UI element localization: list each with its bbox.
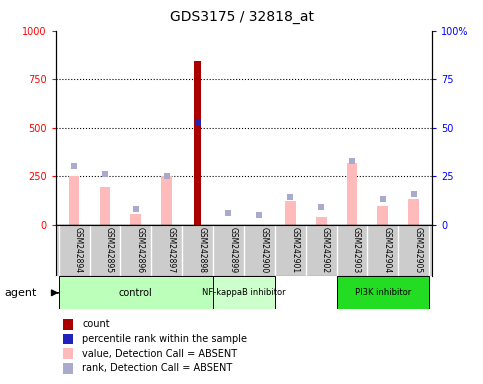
Text: agent: agent <box>5 288 37 298</box>
Bar <box>408 199 419 225</box>
Text: GSM242900: GSM242900 <box>259 227 269 273</box>
Text: GSM242895: GSM242895 <box>105 227 114 273</box>
Text: GDS3175 / 32818_at: GDS3175 / 32818_at <box>170 10 313 23</box>
Text: GSM242897: GSM242897 <box>167 227 176 273</box>
Bar <box>99 187 110 225</box>
Text: percentile rank within the sample: percentile rank within the sample <box>82 334 247 344</box>
Text: GSM242901: GSM242901 <box>290 227 299 273</box>
Bar <box>337 276 429 309</box>
Text: GSM242898: GSM242898 <box>198 227 207 273</box>
Text: rank, Detection Call = ABSENT: rank, Detection Call = ABSENT <box>82 363 232 373</box>
Bar <box>130 214 141 225</box>
Text: GSM242903: GSM242903 <box>352 227 361 273</box>
Text: PI3K inhibitor: PI3K inhibitor <box>355 288 411 297</box>
Text: GSM242896: GSM242896 <box>136 227 145 273</box>
Bar <box>194 61 201 225</box>
Bar <box>161 176 172 225</box>
Bar <box>58 276 213 309</box>
Text: count: count <box>82 319 110 329</box>
Text: GSM242905: GSM242905 <box>414 227 423 273</box>
Bar <box>285 201 296 225</box>
Text: GSM242904: GSM242904 <box>383 227 392 273</box>
Text: control: control <box>119 288 153 298</box>
Bar <box>316 217 327 225</box>
Bar <box>378 206 388 225</box>
Bar <box>213 276 275 309</box>
Text: GSM242899: GSM242899 <box>228 227 238 273</box>
Bar <box>69 176 80 225</box>
Text: NF-kappaB inhibitor: NF-kappaB inhibitor <box>202 288 286 297</box>
Text: GSM242902: GSM242902 <box>321 227 330 273</box>
Text: value, Detection Call = ABSENT: value, Detection Call = ABSENT <box>82 349 237 359</box>
Text: GSM242894: GSM242894 <box>74 227 83 273</box>
Bar <box>347 162 357 225</box>
